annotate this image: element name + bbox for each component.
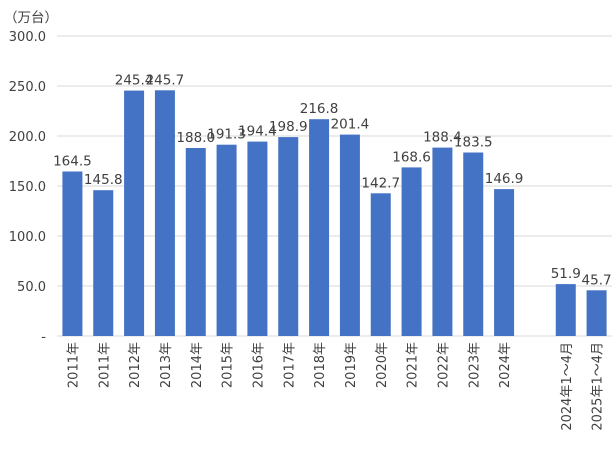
x-tick-label: 2021年 — [406, 342, 421, 388]
y-tick-label: 50.0 — [17, 280, 46, 295]
data-label: 45.7 — [582, 272, 612, 288]
data-label: 194.4 — [238, 124, 277, 140]
x-tick-label: 2013年 — [159, 342, 174, 388]
y-tick-label: 100.0 — [9, 230, 46, 245]
y-tick-label: - — [41, 330, 46, 345]
data-label: 188.0 — [176, 130, 215, 146]
bar — [555, 284, 576, 336]
x-tick-label: 2017年 — [282, 342, 297, 388]
y-axis-ticks: - 50.0 100.0 150.0 200.0 250.0 300.0 — [9, 30, 47, 345]
gridlines — [57, 35, 612, 337]
bar — [93, 190, 114, 336]
bar — [247, 141, 268, 336]
bar — [370, 193, 391, 336]
bar — [463, 152, 484, 336]
bars — [62, 90, 607, 336]
x-tick-label: 2016年 — [251, 342, 266, 388]
data-label: 245.7 — [146, 72, 185, 88]
y-tick-label: 200.0 — [9, 130, 46, 145]
y-tick-label: 250.0 — [9, 80, 46, 95]
x-tick-label: 2024年1～4月 — [560, 342, 575, 431]
data-label: 191.3 — [207, 127, 246, 143]
data-label: 198.9 — [269, 119, 308, 135]
x-tick-label: 2011年 — [97, 342, 112, 388]
x-axis-labels: 2011年 2011年 2012年 2013年 2014年 2015年 2016年 2017年… — [66, 342, 605, 431]
bar — [586, 290, 607, 336]
data-label: 245.4 — [115, 73, 154, 89]
data-label: 168.6 — [392, 149, 431, 165]
bar — [154, 90, 175, 336]
data-label: 188.4 — [423, 130, 462, 146]
x-tick-label: 2025年1～4月 — [591, 342, 606, 431]
bar — [432, 147, 453, 336]
x-tick-label: 2022年 — [436, 342, 451, 388]
data-label: 183.5 — [454, 135, 493, 151]
x-tick-label: 2020年 — [375, 342, 390, 388]
x-tick-label: 2011年 — [66, 342, 81, 388]
bar — [216, 144, 237, 336]
x-tick-label: 2012年 — [128, 342, 143, 388]
bar — [309, 119, 330, 336]
data-label: 145.8 — [84, 172, 123, 188]
bar — [278, 137, 299, 336]
x-tick-label: 2015年 — [221, 342, 236, 388]
data-label: 201.4 — [331, 117, 370, 133]
y-tick-label: 300.0 — [9, 30, 46, 45]
y-tick-label: 150.0 — [9, 180, 46, 195]
x-tick-label: 2023年 — [467, 342, 482, 388]
bar — [185, 148, 206, 336]
bar — [494, 189, 515, 336]
x-tick-label: 2019年 — [344, 342, 359, 388]
x-tick-label: 2014年 — [190, 342, 205, 388]
data-label: 216.8 — [300, 101, 339, 117]
x-tick-label: 2024年 — [498, 342, 513, 388]
bar — [339, 134, 360, 336]
data-label: 146.9 — [485, 171, 524, 187]
y-axis-unit-label: （万台） — [4, 10, 58, 26]
x-tick-label: 2018年 — [313, 342, 328, 388]
data-label: 164.5 — [53, 154, 92, 170]
bar — [62, 171, 83, 336]
bar — [401, 167, 422, 336]
data-label: 51.9 — [551, 266, 581, 282]
bar — [124, 90, 145, 336]
data-label: 142.7 — [361, 175, 400, 191]
